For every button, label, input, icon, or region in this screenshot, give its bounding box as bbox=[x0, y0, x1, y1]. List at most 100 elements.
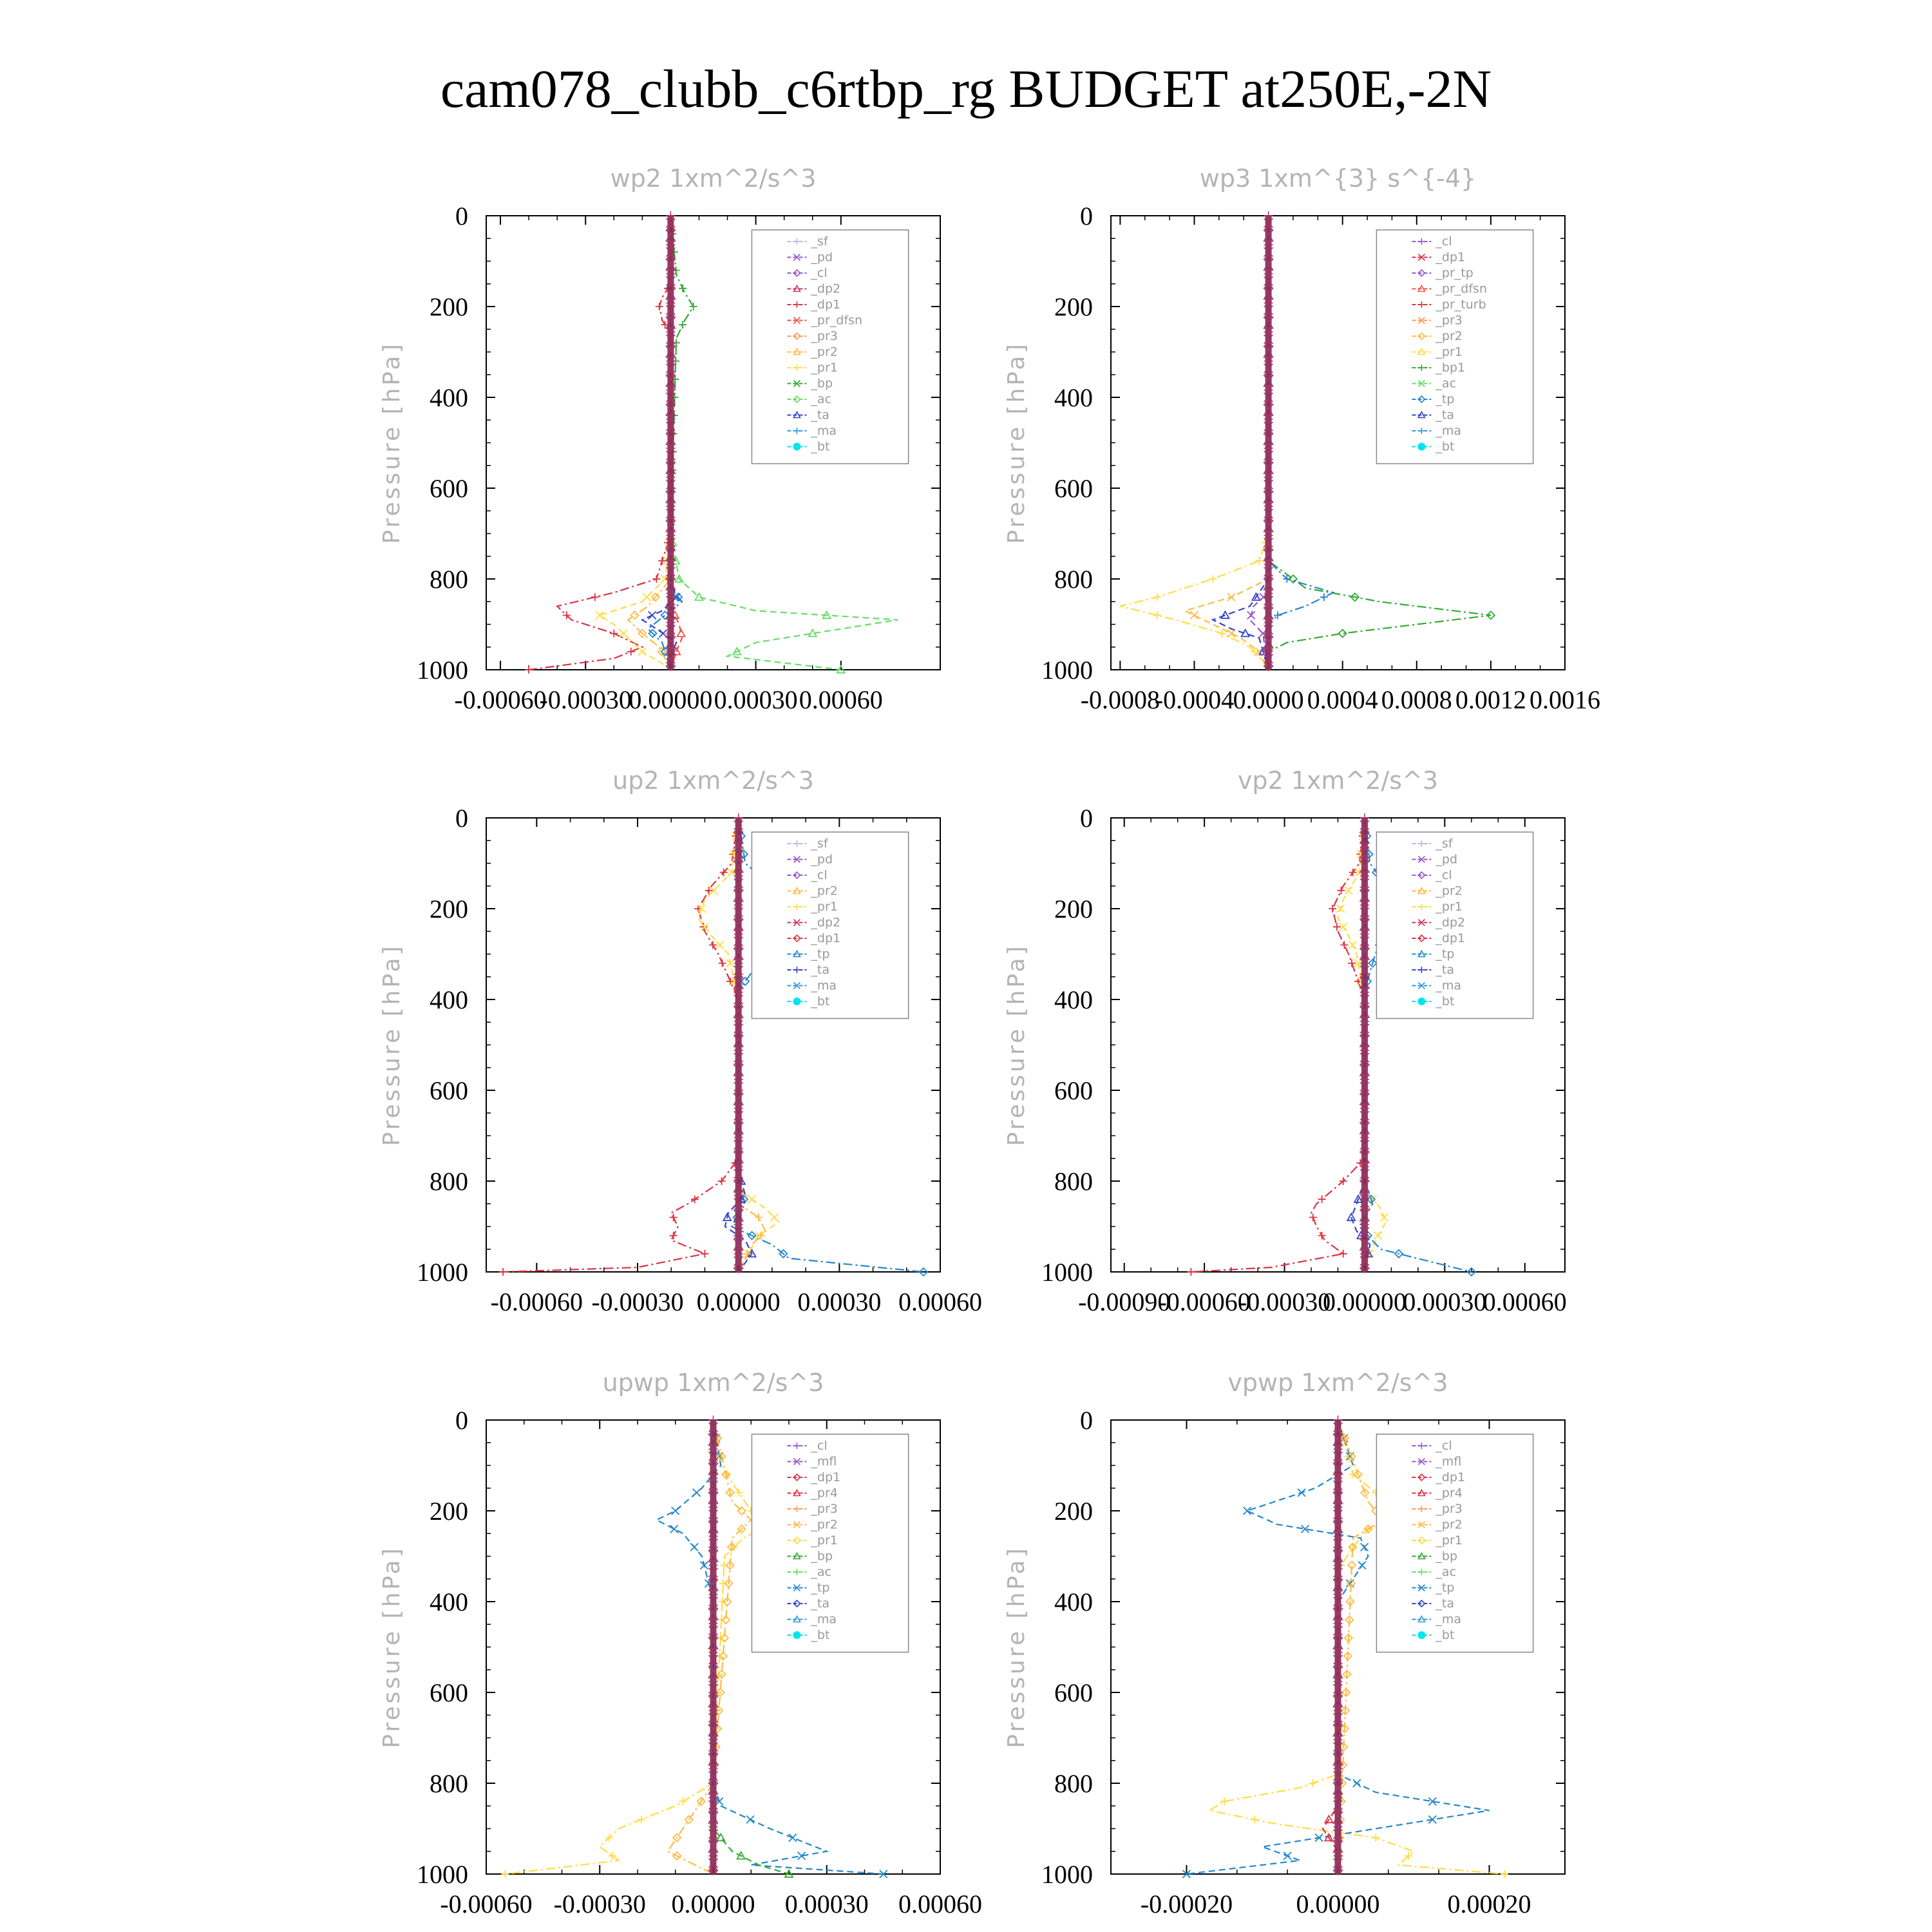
zero-marker bbox=[1359, 1140, 1370, 1150]
series-marker bbox=[717, 1452, 726, 1461]
legend-item: _ma bbox=[787, 1613, 837, 1627]
legend-marker bbox=[1417, 379, 1425, 388]
legend-marker bbox=[1418, 1443, 1425, 1449]
series-marker bbox=[747, 1195, 757, 1204]
zero-marker bbox=[1264, 531, 1273, 540]
zero-marker bbox=[1332, 1662, 1343, 1672]
legend-item: _ac bbox=[1412, 377, 1456, 391]
legend-label: _cl bbox=[810, 868, 827, 882]
zero-marker bbox=[665, 225, 676, 236]
legend-marker bbox=[1418, 301, 1425, 308]
legend-marker bbox=[1417, 410, 1426, 419]
legend-item: _ma bbox=[1412, 424, 1461, 438]
series-marker bbox=[1339, 1249, 1347, 1258]
zero-marker bbox=[708, 1677, 718, 1687]
zero-profile-band bbox=[710, 1420, 717, 1874]
legend-label: _pr_tp bbox=[1435, 266, 1473, 280]
series-marker bbox=[630, 611, 639, 620]
y-tick-label: 1000 bbox=[417, 656, 468, 685]
x-tick-label: -0.00090 bbox=[1078, 1287, 1170, 1316]
series-marker bbox=[709, 886, 719, 895]
legend-item: _pr_tp bbox=[1412, 266, 1473, 280]
zero-marker bbox=[1264, 567, 1274, 577]
legend-item: _pr2 bbox=[1412, 1518, 1463, 1532]
legend-label: _cl bbox=[810, 1439, 827, 1453]
series-marker bbox=[718, 1651, 728, 1661]
legend-item: _pr2 bbox=[787, 1518, 838, 1532]
zero-marker bbox=[1332, 1777, 1343, 1789]
series-marker bbox=[1220, 1797, 1229, 1806]
legend-item: _dp1 bbox=[787, 298, 840, 312]
x-tick-label: -0.0008 bbox=[1081, 685, 1160, 714]
legend-item: _pr2 bbox=[787, 345, 838, 359]
legend-label: _cl bbox=[1435, 234, 1452, 249]
zero-marker bbox=[708, 1865, 719, 1876]
series-marker bbox=[1363, 1524, 1373, 1534]
legend-marker bbox=[793, 1584, 800, 1592]
series-marker bbox=[784, 1869, 794, 1878]
legend-box bbox=[751, 229, 909, 464]
legend-marker bbox=[1417, 332, 1426, 341]
zero-marker bbox=[1359, 1023, 1370, 1034]
legend-marker bbox=[793, 1473, 801, 1482]
series-marker bbox=[724, 1578, 734, 1589]
y-tick-label: 200 bbox=[1054, 1497, 1093, 1526]
zero-marker bbox=[665, 334, 676, 345]
legend-label: _pr2 bbox=[1435, 884, 1462, 898]
zero-marker bbox=[708, 1836, 719, 1847]
legend-label: _sf bbox=[1435, 837, 1453, 851]
zero-marker bbox=[708, 1589, 718, 1599]
legend-label: _pr3 bbox=[1435, 314, 1462, 328]
series-marker bbox=[1318, 1195, 1326, 1204]
panel-vpwp: vpwp 1xm^2/s^3 Pressure [hPa] 0 200 400 600 80… bbox=[1003, 1368, 1566, 1918]
zero-marker bbox=[734, 1169, 744, 1179]
series-marker bbox=[684, 1815, 694, 1824]
zero-marker bbox=[665, 515, 676, 526]
zero-marker bbox=[1359, 856, 1370, 867]
zero-marker bbox=[734, 1133, 743, 1142]
zero-profile-markers bbox=[733, 813, 744, 1274]
zero-marker bbox=[1263, 370, 1274, 381]
zero-marker bbox=[1332, 1458, 1343, 1469]
series-marker bbox=[726, 958, 735, 968]
legend-item: _pr2 bbox=[1412, 329, 1463, 343]
legend-label: _ac bbox=[810, 392, 831, 406]
zero-marker bbox=[1264, 618, 1273, 627]
series-marker bbox=[918, 1267, 929, 1277]
x-tick-label: 0.0004 bbox=[1307, 685, 1378, 714]
zero-profile-markers bbox=[708, 1416, 719, 1876]
legend-label: _pr3 bbox=[1435, 1502, 1462, 1516]
legend-box bbox=[1376, 229, 1534, 464]
series-marker bbox=[797, 1852, 806, 1861]
panel-title: up2 1xm^2/s^3 bbox=[612, 766, 814, 795]
legend-label: _pr2 bbox=[810, 345, 837, 359]
y-tick-label: 400 bbox=[1054, 985, 1093, 1014]
zero-marker bbox=[708, 1654, 719, 1665]
zero-marker bbox=[665, 428, 676, 439]
legend-marker bbox=[793, 998, 801, 1005]
zero-marker bbox=[665, 486, 676, 497]
zero-marker bbox=[1359, 1146, 1370, 1157]
series-marker bbox=[1342, 1669, 1352, 1680]
series-marker bbox=[1346, 1212, 1356, 1222]
zero-marker bbox=[734, 820, 744, 830]
legend-marker bbox=[793, 934, 801, 943]
zero-marker bbox=[1359, 943, 1370, 954]
zero-marker bbox=[1332, 1829, 1343, 1839]
series-marker bbox=[1501, 1870, 1508, 1878]
zero-marker bbox=[708, 1683, 719, 1694]
legend-item: _cl bbox=[1412, 868, 1452, 882]
legend-marker bbox=[793, 1520, 800, 1529]
zero-marker bbox=[1264, 473, 1273, 482]
x-tick-label: 0.00030 bbox=[797, 1287, 881, 1316]
zero-marker bbox=[665, 661, 676, 672]
zero-marker bbox=[733, 1001, 744, 1012]
zero-marker bbox=[734, 1023, 744, 1034]
zero-marker bbox=[708, 1575, 719, 1586]
series-marker bbox=[1353, 1470, 1363, 1479]
legend-label: _pr3 bbox=[810, 329, 837, 343]
series-marker bbox=[1340, 1705, 1350, 1716]
y-tick-label: 600 bbox=[430, 474, 468, 503]
zero-marker bbox=[666, 560, 676, 569]
series-marker bbox=[1309, 1779, 1317, 1787]
